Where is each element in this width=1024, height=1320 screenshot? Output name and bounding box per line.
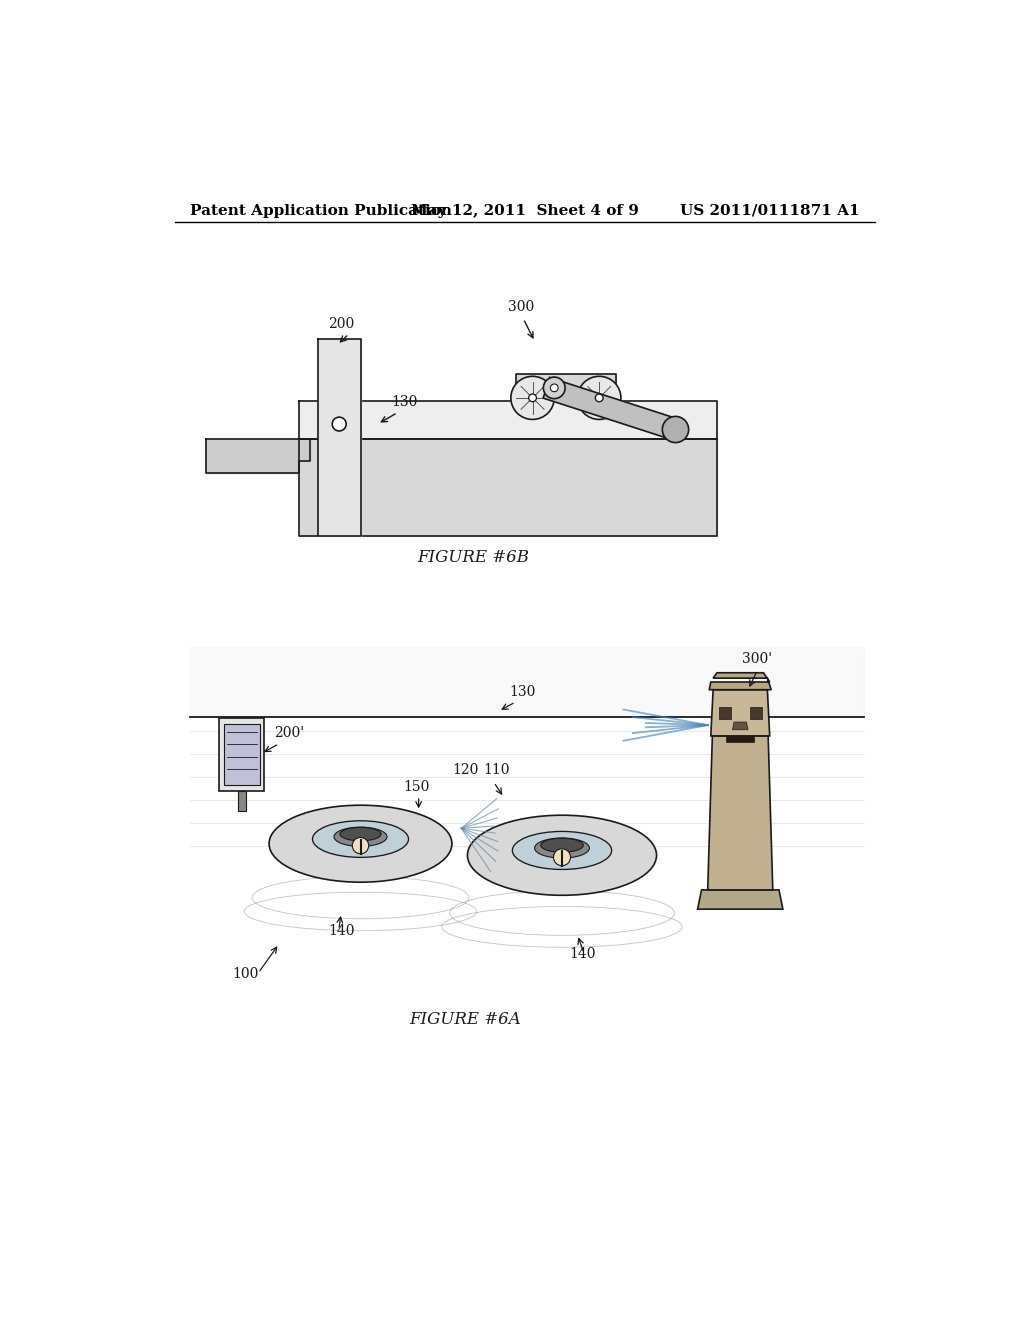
Polygon shape bbox=[190, 647, 864, 717]
Polygon shape bbox=[708, 737, 773, 890]
Polygon shape bbox=[750, 706, 762, 719]
Circle shape bbox=[528, 395, 537, 401]
Polygon shape bbox=[299, 401, 717, 440]
Circle shape bbox=[554, 849, 570, 866]
Text: 100: 100 bbox=[232, 968, 259, 982]
Polygon shape bbox=[543, 378, 679, 440]
Text: Patent Application Publication: Patent Application Publication bbox=[190, 203, 452, 218]
Polygon shape bbox=[299, 440, 717, 536]
Text: 140: 140 bbox=[328, 924, 354, 937]
Ellipse shape bbox=[535, 838, 590, 858]
Circle shape bbox=[550, 384, 558, 392]
Polygon shape bbox=[515, 374, 616, 401]
Circle shape bbox=[332, 417, 346, 432]
Circle shape bbox=[511, 376, 554, 420]
Polygon shape bbox=[719, 706, 731, 719]
Text: 120: 120 bbox=[452, 763, 478, 777]
Text: 150: 150 bbox=[403, 780, 429, 795]
Ellipse shape bbox=[334, 828, 387, 846]
Polygon shape bbox=[206, 440, 310, 473]
Ellipse shape bbox=[340, 828, 381, 841]
Circle shape bbox=[544, 378, 565, 399]
Ellipse shape bbox=[512, 832, 611, 870]
Text: 300: 300 bbox=[508, 300, 534, 314]
Text: 130: 130 bbox=[391, 396, 418, 409]
Polygon shape bbox=[726, 737, 755, 742]
Ellipse shape bbox=[541, 838, 584, 853]
Text: May 12, 2011  Sheet 4 of 9: May 12, 2011 Sheet 4 of 9 bbox=[411, 203, 639, 218]
Polygon shape bbox=[732, 722, 748, 730]
Polygon shape bbox=[317, 339, 360, 536]
Text: FIGURE #6B: FIGURE #6B bbox=[417, 549, 528, 566]
Polygon shape bbox=[697, 890, 783, 909]
Text: FIGURE #6A: FIGURE #6A bbox=[410, 1011, 521, 1028]
Polygon shape bbox=[710, 673, 771, 689]
Circle shape bbox=[578, 376, 621, 420]
Ellipse shape bbox=[312, 821, 409, 858]
Ellipse shape bbox=[269, 805, 452, 882]
Text: 130: 130 bbox=[509, 685, 536, 698]
Text: 110: 110 bbox=[483, 763, 510, 777]
Circle shape bbox=[595, 395, 603, 401]
Polygon shape bbox=[711, 689, 770, 737]
Text: 200: 200 bbox=[328, 317, 354, 331]
Ellipse shape bbox=[663, 416, 689, 442]
Polygon shape bbox=[224, 725, 260, 785]
Text: US 2011/0111871 A1: US 2011/0111871 A1 bbox=[680, 203, 859, 218]
Circle shape bbox=[352, 837, 369, 854]
Text: 140: 140 bbox=[569, 946, 596, 961]
Text: 200': 200' bbox=[273, 726, 304, 741]
Text: 300': 300' bbox=[741, 652, 772, 665]
Ellipse shape bbox=[467, 816, 656, 895]
Polygon shape bbox=[238, 792, 246, 810]
Polygon shape bbox=[219, 718, 264, 792]
